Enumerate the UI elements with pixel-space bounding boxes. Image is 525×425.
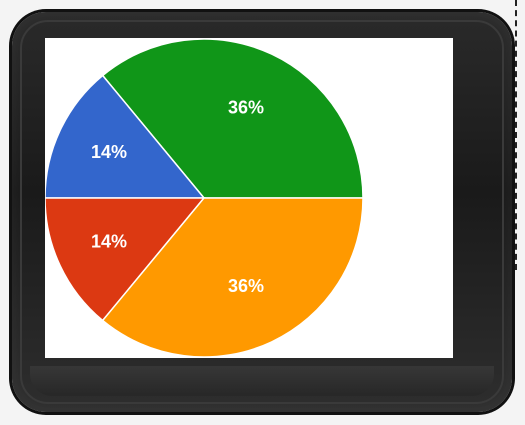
pie-slice-label-2: 14%	[91, 142, 127, 162]
frame-inner-ring	[20, 20, 504, 404]
pie-slice-4	[101, 197, 364, 358]
chart-panel: 36% 14% 14% 36%	[45, 38, 453, 358]
pie-slice-label-3: 14%	[91, 231, 127, 251]
pie-slice-label-4: 36%	[228, 276, 264, 296]
pie-slice-2	[45, 74, 206, 199]
dashed-guide-line	[515, 0, 517, 270]
pie-slice-3	[45, 197, 206, 322]
pie-slice-1	[101, 38, 364, 199]
frame-bevel	[30, 366, 494, 396]
pie-slice-label-1: 36%	[228, 98, 264, 118]
pie-chart: 36% 14% 14% 36%	[45, 38, 364, 358]
